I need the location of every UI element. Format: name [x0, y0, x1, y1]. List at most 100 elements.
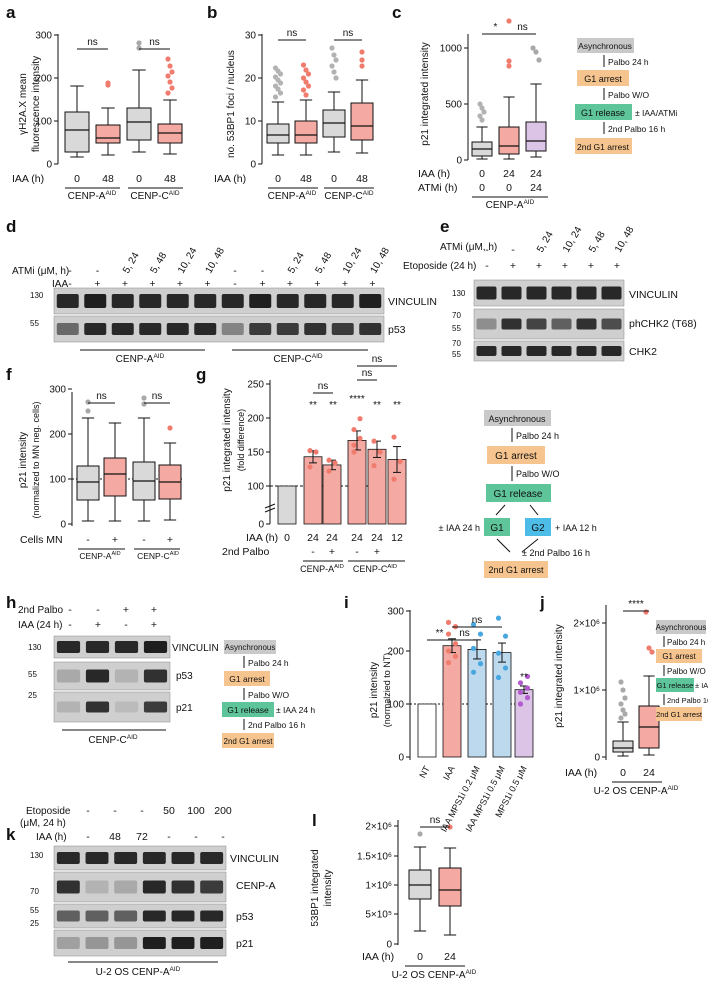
blot-band	[114, 641, 139, 653]
y-axis-label: (normalized to MN neg. cells)	[31, 401, 41, 518]
scheme-step: Palbo 24 h	[608, 57, 649, 67]
scheme-g1-box	[484, 518, 510, 536]
lane-label: +	[287, 278, 293, 290]
mw-label: 70	[452, 339, 461, 348]
significance-label: ****	[628, 599, 644, 610]
blot-strip	[53, 635, 171, 659]
outlier-point	[618, 701, 624, 707]
blot-row-label: ATMi (μM, h)	[440, 242, 497, 253]
lane-label: +	[614, 260, 620, 272]
outlier-point	[141, 395, 147, 401]
significance-label: **	[436, 628, 444, 639]
box	[525, 121, 547, 152]
outlier-point	[331, 52, 337, 58]
mw-label: 130	[28, 643, 42, 652]
data-point	[452, 640, 459, 647]
x-tick-label: 0	[417, 951, 423, 963]
lane-label: +	[94, 278, 100, 290]
mw-label: 25	[28, 691, 37, 700]
data-point	[307, 448, 313, 454]
y-axis-label: p21 integrated intensity	[554, 624, 565, 727]
mw-label: 55	[30, 906, 39, 915]
y-axis-label: 53BP1 integrated	[310, 849, 321, 926]
scheme-note: ± IAA 24 h	[439, 523, 480, 533]
lane-label: +	[177, 278, 183, 290]
scheme-c: Asynchronous Palbo 24 h G1 arrest Palbo W/O…	[575, 38, 677, 154]
significance-label: ns	[430, 815, 441, 826]
x-row-label: IAA (h)	[246, 532, 278, 544]
outlier-point	[506, 63, 512, 69]
x-row-label: Cells MN	[20, 534, 63, 546]
blot-band	[166, 323, 189, 335]
y-tick-label: 0	[60, 520, 66, 531]
y-tick-label: 5×10⁵	[365, 910, 392, 921]
box	[95, 124, 121, 144]
blot-row-label: ATMi (μM, h)	[12, 266, 69, 277]
lane-label: -	[68, 278, 72, 290]
lane-label: -	[68, 265, 72, 277]
scheme-box-label: 2nd G1 arrest	[656, 710, 703, 719]
data-point	[391, 434, 397, 440]
blot-band	[200, 937, 224, 949]
panel-label-g: g	[196, 365, 206, 384]
outlier-point	[329, 45, 335, 51]
x-tick-label: +	[329, 546, 335, 558]
blot-band	[56, 852, 80, 864]
significance-label: ns	[343, 28, 354, 39]
x-tick-label: 24	[307, 532, 319, 544]
lane-label: 100	[187, 805, 205, 817]
panel-j: p21 integrated intensity 0 1×10⁶ 2×10⁶ **** I…	[554, 599, 708, 797]
lane-label: -	[140, 805, 144, 817]
data-point	[477, 631, 484, 637]
x-tick-label: 0	[331, 173, 337, 185]
x-tick-label: 24	[530, 182, 542, 194]
x-row-label: IAA (h)	[362, 951, 394, 963]
lane-label: 72	[136, 831, 148, 843]
significance-label: ns	[517, 22, 528, 33]
blot-band	[85, 641, 110, 653]
outlier-point	[272, 94, 279, 100]
scheme-step: Palbo W/O	[608, 90, 649, 100]
blot-band	[139, 294, 162, 308]
outlier-point	[167, 425, 173, 431]
y-tick-label: 0	[456, 156, 462, 167]
panel-i: p21 intensity (normalzied to NT) 0 100 200 30…	[369, 607, 534, 834]
scheme-release-box	[486, 484, 551, 502]
blot-band	[114, 669, 139, 683]
blot-band	[276, 323, 299, 335]
outlier-point	[300, 87, 307, 93]
blot-strip	[53, 929, 227, 957]
y-tick-label: 300	[387, 607, 404, 618]
panel-label-e: e	[440, 217, 449, 236]
lane-label: -	[167, 831, 171, 843]
y-tick-label: 0	[46, 160, 52, 171]
outlier-point	[85, 408, 91, 414]
blot-band	[501, 286, 522, 300]
group-label: CENP-AAID	[116, 353, 165, 365]
blot-band	[114, 701, 139, 713]
outlier-point	[169, 85, 175, 91]
x-tick-label: 0	[284, 532, 290, 544]
scheme-box-label: G1 release	[657, 681, 694, 690]
group-label: U-2 OS CENP-AAID	[594, 785, 679, 797]
y-tick-label: 0	[398, 753, 404, 764]
y-tick-label: 1000	[440, 44, 463, 55]
scheme-arrest-box	[656, 707, 702, 721]
scheme-g2-box	[525, 518, 551, 536]
band-label: VINCULIN	[388, 296, 437, 308]
x-tick-label: 24	[371, 532, 383, 544]
y-axis-label: p21 integrated intensity	[420, 42, 431, 145]
outlier-point	[359, 49, 365, 55]
panel-label-a: a	[6, 3, 16, 22]
group-label: CENP-AAID	[79, 551, 120, 561]
significance-label: ns	[152, 391, 163, 402]
blot-band	[526, 346, 547, 356]
axis-break	[264, 507, 276, 513]
scheme-note: ± IAA	[695, 681, 708, 690]
data-point	[445, 660, 452, 666]
data-point	[445, 648, 452, 654]
data-point	[524, 673, 531, 680]
outlier-point	[303, 79, 309, 85]
blot-band	[476, 346, 497, 356]
panel-label-l: l	[312, 811, 317, 830]
